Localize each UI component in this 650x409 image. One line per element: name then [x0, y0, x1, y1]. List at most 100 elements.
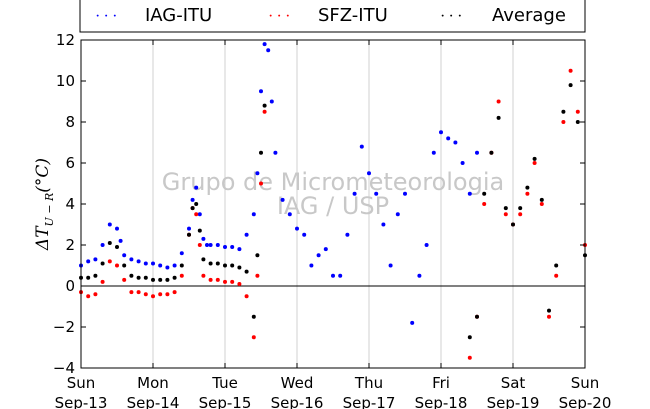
series-2-point-13 — [172, 275, 177, 280]
series-0-point-13 — [165, 265, 170, 270]
series-2-point-15 — [187, 232, 191, 237]
series-1-point-24 — [237, 281, 242, 286]
series-0-point-27 — [244, 232, 249, 237]
x-tick-date-5: Sep-18 — [415, 394, 468, 409]
series-0-point-46 — [359, 144, 364, 149]
x-tick-day-4: Thu — [354, 374, 383, 392]
series-0-point-8 — [129, 257, 134, 262]
series-1-point-26 — [251, 335, 256, 340]
series-0-point-29 — [255, 171, 260, 176]
x-tick-day-1: Mon — [137, 374, 169, 392]
x-tick-date-1: Sep-14 — [127, 394, 180, 409]
series-2-point-10 — [151, 277, 155, 282]
series-0-point-54 — [417, 273, 422, 278]
y-tick-label-6: 8 — [65, 113, 75, 131]
series-1-point-8 — [136, 290, 141, 295]
y-axis-label: ΔTU − R(°C) — [33, 158, 56, 251]
x-tick-date-6: Sep-19 — [487, 394, 540, 409]
series-2-point-14 — [179, 263, 184, 268]
series-2-point-35 — [503, 206, 508, 211]
legend: · · · IAG-ITU · · · SFZ-ITU · · · Averag… — [79, 0, 586, 33]
y-tick-label-0: −4 — [53, 359, 75, 377]
series-1-point-27 — [255, 273, 260, 278]
series-2-point-12 — [165, 277, 170, 282]
legend-item-0: · · · IAG-ITU — [95, 5, 212, 26]
series-1-point-21 — [215, 277, 220, 282]
series-2-point-23 — [230, 263, 235, 268]
series-0-point-35 — [280, 197, 285, 202]
series-0-point-38 — [302, 232, 307, 237]
series-2-point-34 — [496, 115, 501, 120]
series-1-point-11 — [158, 292, 163, 297]
series-2-point-42 — [554, 263, 559, 268]
x-tick-day-2: Tue — [211, 374, 238, 392]
y-tick-label-4: 4 — [65, 195, 75, 213]
series-2-point-7 — [129, 273, 134, 278]
series-1-point-7 — [129, 290, 134, 295]
series-0-point-60 — [460, 161, 465, 165]
series-0-point-56 — [431, 150, 436, 155]
series-1-point-37 — [518, 212, 523, 217]
x-tick-date-7: Sep-20 — [559, 394, 612, 409]
series-0-point-48 — [374, 191, 379, 196]
series-2-point-19 — [201, 257, 206, 262]
series-0-point-21 — [205, 243, 209, 247]
plot-area: Grupo de Micrometeorologia IAG / USP −4−… — [53, 31, 612, 409]
series-0-point-25 — [230, 245, 235, 250]
series-0-point-7 — [122, 253, 127, 258]
series-1-point-2 — [93, 292, 98, 297]
series-1-point-1 — [86, 294, 91, 299]
series-1-point-43 — [561, 120, 566, 124]
legend-label-2: Average — [492, 5, 566, 26]
series-0-point-17 — [190, 197, 195, 202]
series-0-point-32 — [266, 48, 271, 53]
series-2-point-6 — [122, 263, 127, 268]
series-0-point-3 — [100, 243, 105, 247]
series-0-point-6 — [118, 238, 123, 243]
series-1-point-32 — [482, 202, 487, 206]
series-0-point-12 — [158, 263, 163, 268]
series-2-point-31 — [475, 314, 479, 319]
legend-marker-2: · · · — [440, 8, 462, 25]
series-2-point-1 — [86, 275, 91, 280]
y-tick-label-3: 2 — [65, 236, 75, 254]
series-1-point-35 — [503, 212, 508, 217]
series-0-point-19 — [197, 212, 202, 217]
y-tick-label-2: 0 — [65, 277, 75, 295]
series-2-point-41 — [547, 308, 551, 313]
series-0-point-47 — [367, 171, 371, 176]
series-2-point-39 — [532, 156, 537, 161]
series-0-point-20 — [201, 236, 206, 241]
series-0-point-4 — [107, 222, 112, 227]
series-0-point-52 — [403, 191, 407, 196]
series-0-point-2 — [93, 257, 98, 262]
series-2-point-26 — [251, 314, 256, 319]
legend-marker-0: · · · — [95, 8, 117, 25]
series-0-point-44 — [345, 232, 350, 237]
series-0-point-1 — [86, 259, 91, 264]
series-1-point-6 — [122, 277, 127, 282]
series-2-point-36 — [511, 222, 515, 227]
series-1-point-9 — [143, 292, 148, 297]
series-2-point-4 — [107, 240, 112, 245]
series-0-point-9 — [136, 259, 141, 264]
series-0-point-50 — [388, 263, 393, 268]
x-tick-date-0: Sep-13 — [55, 394, 108, 409]
watermark-line-2: IAG / USP — [277, 192, 389, 220]
series-0-point-59 — [453, 140, 458, 145]
series-0-point-18 — [194, 185, 199, 190]
series-0-point-10 — [143, 261, 148, 266]
x-tick-day-6: Sat — [501, 374, 526, 392]
series-1-point-10 — [151, 294, 155, 299]
series-1-point-39 — [532, 161, 537, 165]
series-0-point-51 — [395, 212, 400, 217]
series-0-point-14 — [172, 263, 177, 268]
x-tick-date-2: Sep-15 — [199, 394, 252, 409]
series-2-point-20 — [208, 261, 213, 266]
series-1-point-44 — [568, 68, 573, 73]
legend-box — [79, 0, 586, 33]
series-2-point-33 — [489, 150, 494, 155]
series-2-point-40 — [539, 197, 544, 202]
series-0-point-16 — [187, 226, 191, 231]
grid — [152, 40, 514, 368]
